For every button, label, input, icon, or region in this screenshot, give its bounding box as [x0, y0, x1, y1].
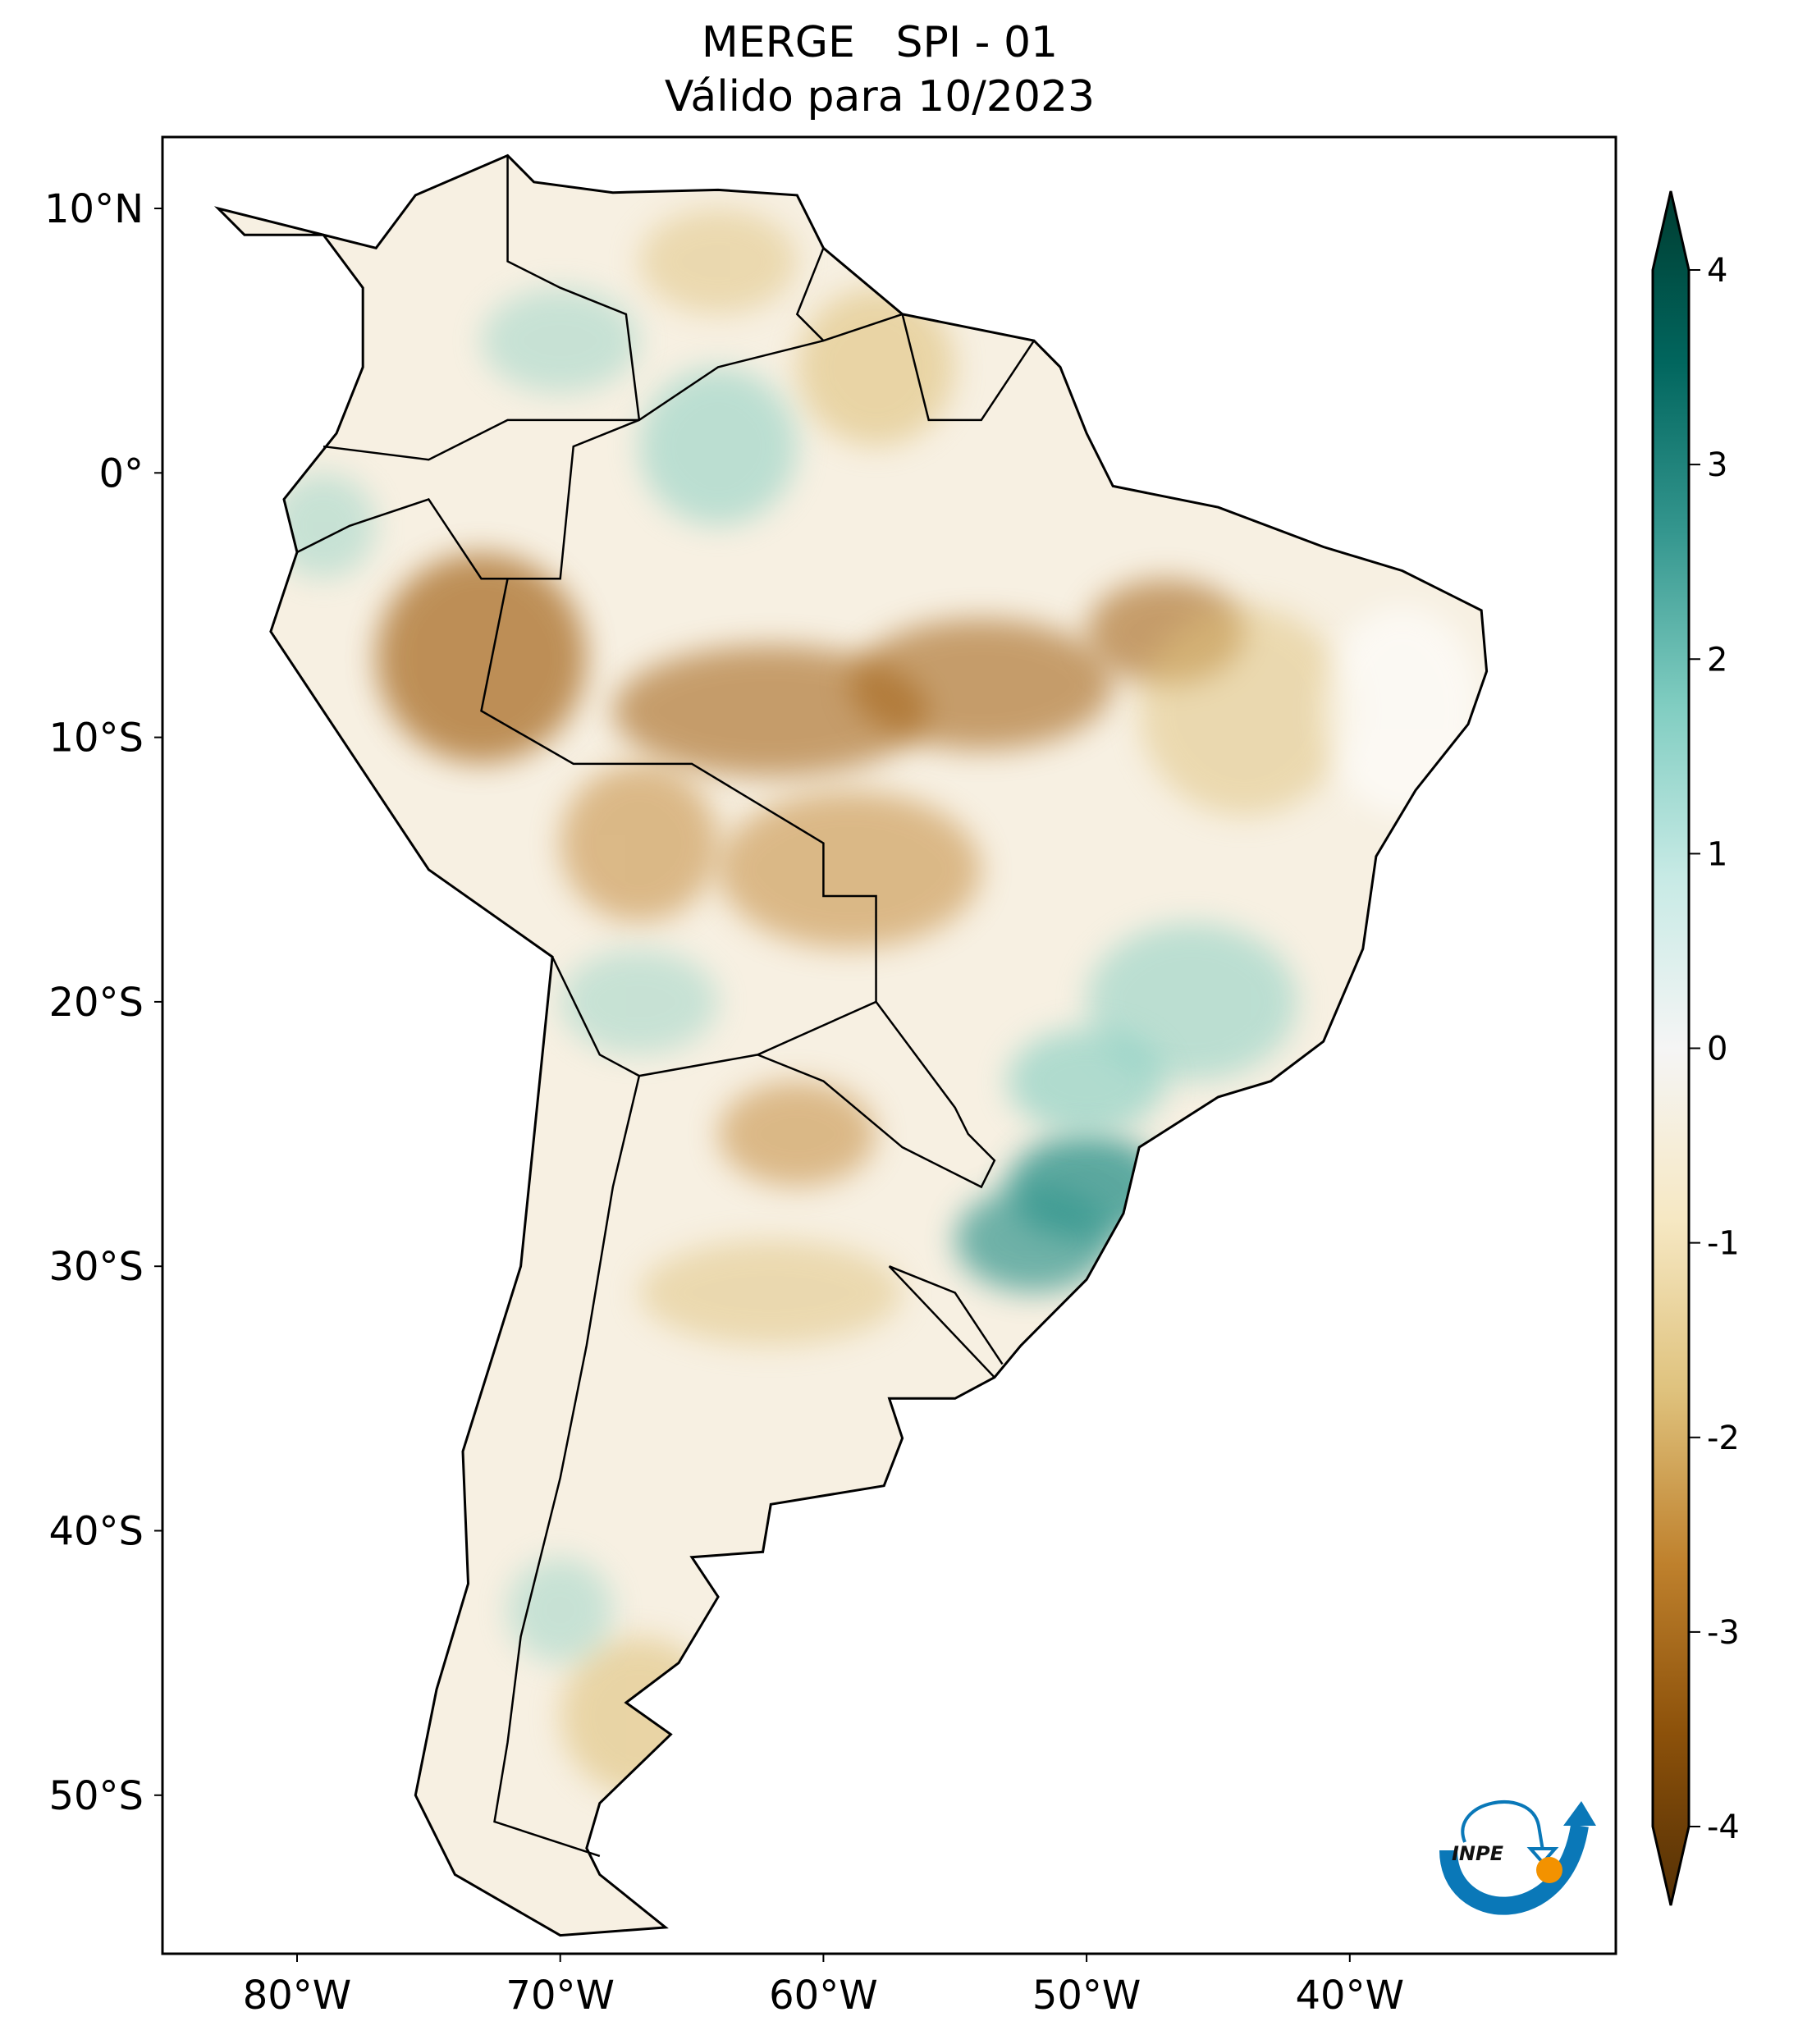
- colorbar-tick-label: 3: [1707, 446, 1727, 484]
- lat-tick-label: 20°S: [48, 980, 144, 1026]
- lon-tick-label: 40°W: [1296, 1973, 1405, 2019]
- anomaly-patch: [1139, 606, 1350, 816]
- country-border: [901, 313, 1036, 422]
- lon-tick-label: 60°W: [769, 1973, 878, 2019]
- country-border: [889, 1265, 1004, 1365]
- anomaly-patch: [639, 1240, 903, 1346]
- latitude-axis: 10°N 0° 10°S 20°S 30°S 40°S 50°S: [44, 186, 162, 1819]
- colorbar-tick-label: -4: [1707, 1809, 1740, 1846]
- lon-tick-label: 80°W: [243, 1973, 352, 2019]
- lat-tick-label: 50°S: [48, 1773, 144, 1819]
- anomaly-patch: [507, 1557, 613, 1663]
- country-border: [323, 418, 639, 461]
- colorbar-tick-label: 4: [1707, 252, 1727, 290]
- colorbar-tick-label: -3: [1707, 1614, 1740, 1652]
- anomaly-patch: [560, 764, 718, 922]
- plot-area: [161, 135, 1617, 1955]
- lat-tick-label: 10°S: [48, 716, 144, 761]
- anomaly-patch: [718, 1081, 876, 1187]
- country-border: [757, 1001, 996, 1189]
- country-border: [795, 247, 825, 342]
- country-border: [506, 155, 641, 420]
- anomaly-patch: [639, 368, 798, 526]
- country-border: [888, 1265, 995, 1379]
- anomaly-patch: [560, 949, 718, 1054]
- inpe-logo: INPE: [1439, 1800, 1596, 1915]
- colorbar-tick-label: 1: [1707, 835, 1727, 873]
- anomaly-patch: [797, 288, 955, 446]
- south-america-land: [213, 153, 1489, 1937]
- country-borders: [296, 155, 1036, 1858]
- anomaly-patch: [1087, 922, 1297, 1081]
- country-border: [296, 498, 560, 580]
- anomaly-patch: [1008, 1028, 1166, 1134]
- lat-tick-label: 30°S: [48, 1244, 144, 1290]
- anomaly-patch: [376, 552, 587, 763]
- country-border: [493, 1075, 641, 1858]
- lat-tick-label: 40°S: [48, 1509, 144, 1555]
- anomaly-patch: [954, 1187, 1113, 1292]
- lat-tick-label: 10°N: [44, 186, 144, 232]
- anomaly-patch: [639, 208, 798, 314]
- anomaly-patch: [613, 645, 929, 777]
- colorbar-tick-label: 0: [1707, 1031, 1727, 1068]
- longitude-axis: 80°W 70°W 60°W 50°W 40°W: [243, 1954, 1404, 2019]
- colorbar: 4 3 2 1 0 -1 -2 -3 -4: [1651, 190, 1740, 1906]
- colorbar-tick-label: -1: [1707, 1225, 1740, 1263]
- colorbar-tick-label: -2: [1707, 1420, 1740, 1457]
- anomaly-patch: [718, 790, 981, 949]
- plot-frame: [161, 135, 1617, 1955]
- anomaly-patch: [849, 619, 1113, 751]
- map-subtitle: Válido para 10/2023: [664, 72, 1096, 121]
- map-title: MERGE SPI - 01: [701, 18, 1059, 67]
- lat-tick-label: 0°: [98, 450, 144, 496]
- lon-tick-label: 70°W: [506, 1973, 615, 2019]
- lon-tick-label: 50°W: [1032, 1973, 1141, 2019]
- country-border: [480, 313, 904, 1077]
- colorbar-tick-label: 2: [1707, 641, 1727, 679]
- inpe-logo-text: INPE: [1452, 1842, 1504, 1865]
- anomaly-patch: [481, 288, 639, 394]
